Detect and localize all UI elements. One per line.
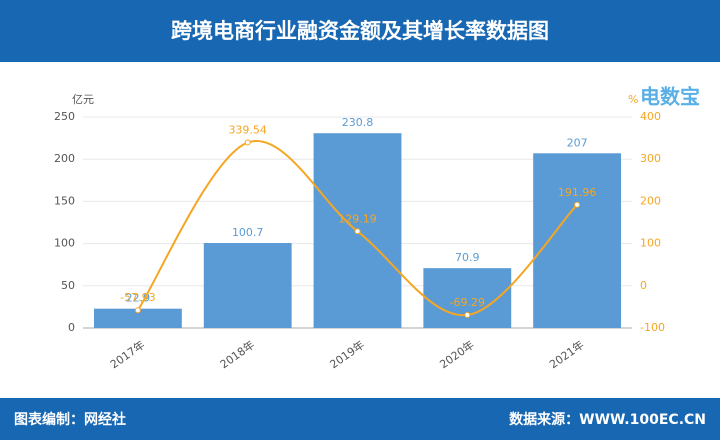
y2-tick-label: 400 — [640, 110, 661, 123]
y2-tick-label: 0 — [640, 279, 647, 292]
y-tick-label: 100 — [54, 237, 75, 250]
title: 跨境电商行业融资金额及其增长率数据图 — [171, 19, 549, 43]
footer-left: 图表编制：网经社 — [14, 411, 126, 428]
line-point — [134, 307, 141, 314]
footer-right: 数据来源：WWW.100EC.CN — [509, 411, 706, 428]
y2-tick-label: -100 — [640, 321, 665, 334]
bar-value-label: 207 — [567, 136, 588, 149]
bar-value-label: 100.7 — [232, 226, 264, 239]
bar — [533, 153, 622, 328]
y2-tick-label: 200 — [640, 194, 661, 207]
line-value-label: 339.54 — [228, 124, 267, 137]
line-value-label: -69.29 — [450, 296, 485, 309]
line-point — [574, 201, 581, 208]
line-point — [354, 228, 361, 235]
y2-axis-label: % — [628, 93, 638, 106]
y2-tick-label: 300 — [640, 152, 661, 165]
y-tick-label: 250 — [54, 110, 75, 123]
line-value-label: -57.93 — [120, 291, 155, 304]
y-tick-label: 50 — [61, 279, 75, 292]
line-value-label: 191.96 — [558, 186, 597, 199]
y-tick-label: 150 — [54, 194, 75, 207]
y-axis-label: 亿元 — [72, 93, 94, 106]
line-value-label: 129.19 — [338, 212, 377, 225]
line-point — [464, 312, 471, 319]
bar — [93, 308, 182, 328]
header-band — [0, 0, 720, 62]
y-tick-label: 200 — [54, 152, 75, 165]
y2-tick-label: 100 — [640, 237, 661, 250]
bar-value-label: 70.9 — [455, 251, 480, 264]
footer-band — [0, 398, 720, 440]
bar — [203, 243, 292, 328]
line-point — [244, 139, 251, 146]
bar-value-label: 230.8 — [342, 116, 374, 129]
y-tick-label: 0 — [68, 321, 75, 334]
logo: 电数宝 — [640, 85, 700, 109]
